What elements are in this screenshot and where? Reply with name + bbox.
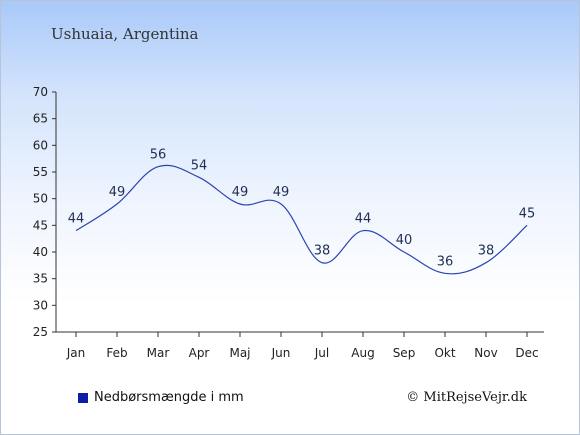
- y-axis-ticks: 25 30 35 40 45 50 55 60 65 70: [33, 85, 56, 339]
- x-tick-label: Apr: [189, 346, 210, 360]
- x-tick-label: Jun: [271, 346, 291, 360]
- y-tick-label: 70: [33, 85, 48, 99]
- x-tick-label: Maj: [229, 346, 250, 360]
- chart-title: Ushuaia, Argentina: [51, 25, 199, 43]
- data-label: 54: [191, 158, 208, 173]
- x-tick-label: Dec: [515, 346, 538, 360]
- legend-label: Nedbørsmængde i mm: [94, 390, 244, 405]
- data-label: 56: [150, 148, 167, 163]
- legend-swatch: [78, 392, 88, 403]
- y-tick-label: 25: [33, 325, 48, 339]
- credit-text: © MitRejseVejr.dk: [406, 390, 527, 405]
- data-label: 38: [314, 244, 331, 259]
- data-label: 36: [437, 254, 454, 269]
- x-tick-label: Aug: [351, 346, 374, 360]
- x-axis-ticks: Jan Feb Mar Apr Maj Jun Jul Aug Sep Okt Nov Dec: [66, 332, 539, 360]
- y-tick-label: 50: [33, 192, 48, 206]
- x-tick-label: Okt: [434, 346, 455, 360]
- data-label: 44: [355, 212, 372, 227]
- data-labels: 44 49 56 54 49 49 38 44 40 36 38 45: [68, 148, 536, 270]
- data-label: 40: [396, 233, 413, 248]
- x-tick-label: Jan: [66, 346, 86, 360]
- x-tick-label: Mar: [147, 346, 170, 360]
- y-tick-label: 35: [33, 272, 48, 286]
- y-tick-label: 65: [33, 112, 48, 126]
- series-line: [75, 164, 528, 275]
- y-tick-label: 45: [33, 218, 48, 232]
- x-tick-label: Jul: [314, 346, 329, 360]
- legend: Nedbørsmængde i mm: [78, 390, 244, 405]
- y-tick-label: 55: [33, 165, 48, 179]
- x-tick-label: Nov: [474, 346, 497, 360]
- data-label: 49: [232, 185, 249, 200]
- y-tick-label: 60: [33, 138, 48, 152]
- x-tick-label: Sep: [393, 346, 416, 360]
- y-tick-label: 40: [33, 245, 48, 259]
- x-tick-label: Feb: [106, 346, 127, 360]
- data-label: 45: [519, 206, 536, 221]
- data-label: 38: [478, 244, 495, 259]
- y-tick-label: 30: [33, 298, 48, 312]
- data-label: 49: [273, 185, 290, 200]
- data-label: 49: [109, 185, 126, 200]
- data-label: 44: [68, 212, 85, 227]
